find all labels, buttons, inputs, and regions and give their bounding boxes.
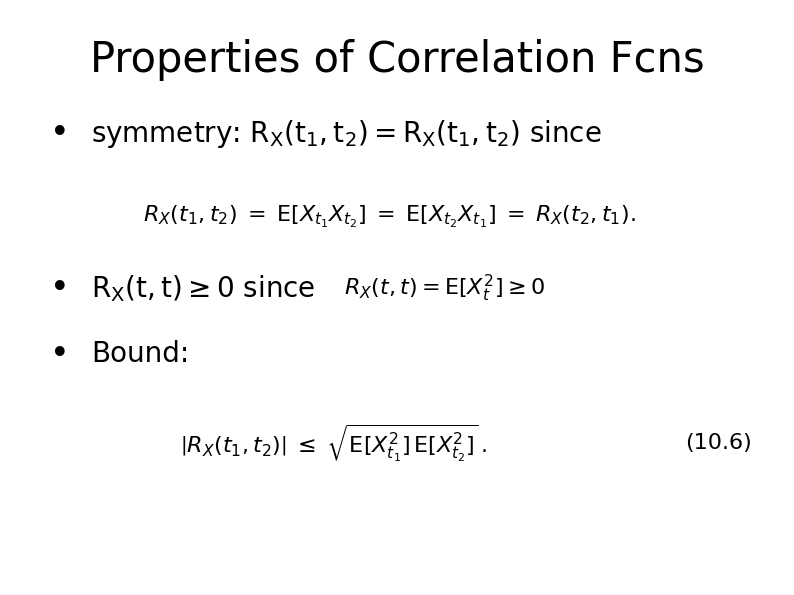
Text: •: • — [50, 117, 69, 151]
Text: $R_X(t,t) = \mathsf{E}[X_t^2] \geq 0$: $R_X(t,t) = \mathsf{E}[X_t^2] \geq 0$ — [344, 273, 545, 304]
Text: $\left|R_X(t_1,t_2)\right| \;\leq\; \sqrt{\mathsf{E}[X_{t_1}^2]\,\mathsf{E}[X_{t: $\left|R_X(t_1,t_2)\right| \;\leq\; \sqr… — [180, 422, 487, 464]
Text: Properties of Correlation Fcns: Properties of Correlation Fcns — [90, 39, 704, 81]
Text: symmetry: $\mathsf{R_X(t_1,t_2)=R_X(t_1,t_2)}$ since: symmetry: $\mathsf{R_X(t_1,t_2)=R_X(t_1,… — [91, 118, 602, 150]
Text: •: • — [50, 272, 69, 305]
Text: $\mathsf{R_X(t,t) \geq 0}$ since: $\mathsf{R_X(t,t) \geq 0}$ since — [91, 273, 316, 304]
Text: Bound:: Bound: — [91, 340, 190, 368]
Text: $R_X(t_1,t_2) \;=\; \mathsf{E}[X_{t_1}X_{t_2}] \;=\; \mathsf{E}[X_{t_2}X_{t_1}] : $R_X(t_1,t_2) \;=\; \mathsf{E}[X_{t_1}X_… — [143, 204, 635, 230]
Text: •: • — [50, 337, 69, 371]
Text: (10.6): (10.6) — [685, 433, 752, 453]
